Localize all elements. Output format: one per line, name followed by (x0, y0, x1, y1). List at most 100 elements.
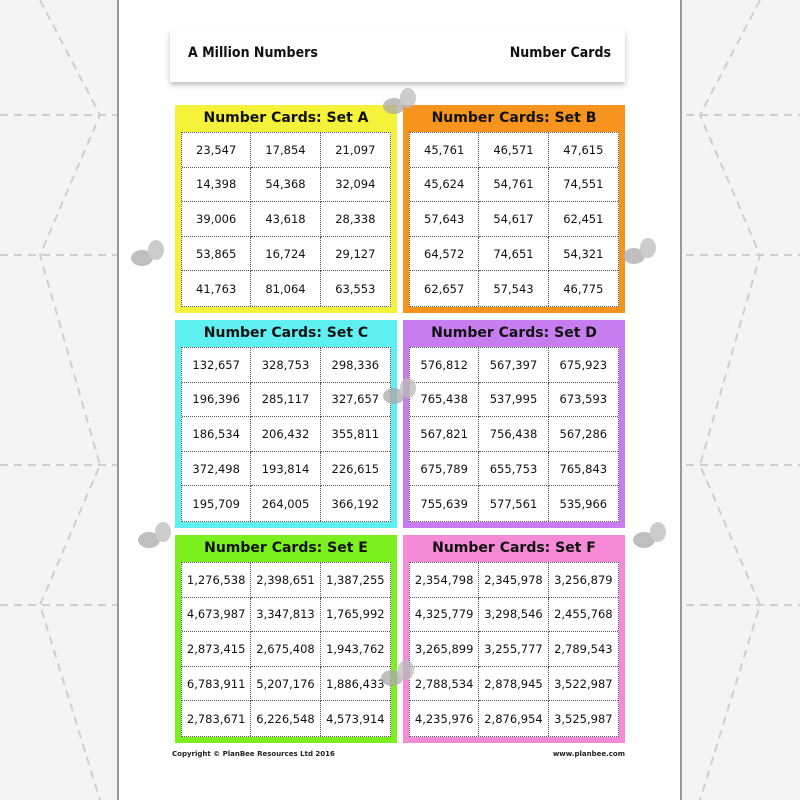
number-card-grid: 576,812 567,397 675,923 765,438 537,995 673,5… (409, 347, 619, 522)
number-card: 206,432 (251, 417, 321, 452)
number-card: 28,338 (320, 202, 390, 237)
number-card: 54,617 (479, 202, 549, 237)
number-card: 3,525,987 (554, 711, 613, 726)
number-card: 2,789,543 (548, 632, 618, 667)
number-card: 186,534 (182, 417, 252, 452)
number-card: 196,396 (182, 382, 252, 418)
number-card: 1,943,762 (320, 632, 390, 667)
number-card: 765,843 (548, 452, 618, 487)
number-card: 4,235,976 (410, 701, 480, 736)
number-card: 372,498 (182, 451, 252, 487)
number-card: 2,876,954 (479, 701, 549, 736)
number-card: 54,321 (548, 237, 618, 272)
number-card: 41,763 (182, 271, 252, 306)
number-card: 57,543 (479, 271, 549, 306)
number-card: 64,572 (410, 236, 480, 272)
copyright-text: Copyright © PlanBee Resources Ltd 2016 (172, 750, 335, 758)
number-card: 4,673,987 (182, 597, 252, 633)
bee-icon (383, 88, 416, 114)
number-card: 45,624 (410, 167, 480, 203)
number-card: 2,873,415 (182, 632, 252, 667)
number-card: 53,865 (182, 236, 252, 272)
number-card: 1,886,433 (320, 667, 390, 702)
number-card: 45,761 (410, 133, 480, 168)
number-card: 74,551 (548, 168, 618, 203)
number-card: 3,256,879 (548, 563, 618, 598)
number-card-grid: 2,354,798 2,345,978 3,256,879 4,325,779 3,29… (409, 562, 619, 737)
number-card: 1,276,538 (182, 563, 252, 598)
number-card-set-f: Number Cards: Set F 2,354,798 2,345,978 3,2… (403, 535, 625, 743)
number-card: 16,724 (251, 236, 321, 272)
set-title: Number Cards: Set B (431, 110, 597, 126)
number-card-grid: 23,547 17,854 21,097 14,398 54,368 32,094 39,0… (181, 132, 391, 307)
number-card: 32,094 (320, 168, 390, 203)
worksheet-title: A Million Numbers (188, 45, 318, 61)
number-card: 2,345,978 (479, 563, 549, 598)
number-card: 567,286 (548, 417, 618, 452)
number-card: 4,573,914 (326, 711, 385, 726)
number-card: 576,812 (410, 348, 480, 383)
number-card: 264,005 (251, 486, 321, 521)
number-card-set-b: Number Cards: Set B 45,761 46,571 47,615 45,… (403, 105, 625, 313)
worksheet-subtitle: Number Cards (509, 45, 611, 61)
number-card: 3,347,813 (251, 597, 321, 633)
number-card: 755,639 (410, 486, 480, 521)
number-card: 2,878,945 (479, 666, 549, 702)
number-card: 675,923 (548, 348, 618, 383)
number-card: 328,753 (251, 348, 321, 383)
set-title: Number Cards: Set D (431, 325, 597, 341)
number-card: 567,397 (479, 348, 549, 383)
number-card: 1,765,992 (320, 598, 390, 633)
number-card: 2,354,798 (410, 563, 480, 598)
number-card: 62,657 (410, 271, 480, 306)
number-card: 4,325,779 (410, 597, 480, 633)
number-card: 46,571 (479, 133, 549, 168)
set-title: Number Cards: Set A (203, 110, 369, 126)
number-card: 39,006 (182, 202, 252, 237)
number-card: 5,207,176 (251, 666, 321, 702)
number-card: 327,657 (320, 383, 390, 418)
number-card: 54,761 (479, 167, 549, 203)
number-card: 655,753 (479, 451, 549, 487)
number-card: 74,651 (479, 236, 549, 272)
set-title: Number Cards: Set F (432, 540, 596, 556)
number-card-grid: 45,761 46,571 47,615 45,624 54,761 74,551 57,6… (409, 132, 619, 307)
number-card: 3,265,899 (410, 632, 480, 667)
number-card-set-c: Number Cards: Set C 132,657 328,753 298,336… (175, 320, 397, 528)
number-card-grid: 132,657 328,753 298,336 196,396 285,117 327,6… (181, 347, 391, 522)
number-card: 366,192 (331, 496, 380, 511)
number-card: 673,593 (548, 383, 618, 418)
number-card: 3,298,546 (479, 597, 549, 633)
number-card: 577,561 (479, 486, 549, 521)
number-card: 675,789 (410, 451, 480, 487)
number-card: 193,814 (251, 451, 321, 487)
number-card: 2,788,534 (410, 666, 480, 702)
number-card: 765,438 (410, 382, 480, 418)
number-card: 57,643 (410, 202, 480, 237)
number-card-grid: 1,276,538 2,398,651 1,387,255 4,673,987 3,34… (181, 562, 391, 737)
number-card: 14,398 (182, 167, 252, 203)
number-card: 54,368 (251, 167, 321, 203)
page-header: A Million Numbers Number Cards (170, 30, 625, 82)
number-card: 3,522,987 (548, 667, 618, 702)
number-card: 537,995 (479, 382, 549, 418)
number-card: 2,675,408 (251, 632, 321, 667)
number-card: 62,451 (548, 202, 618, 237)
number-card: 195,709 (182, 486, 252, 521)
number-card: 298,336 (320, 348, 390, 383)
number-card: 6,783,911 (182, 666, 252, 702)
number-card: 21,097 (320, 133, 390, 168)
number-card: 2,783,671 (182, 701, 252, 736)
bee-icon (131, 240, 164, 266)
number-card: 132,657 (182, 348, 252, 383)
number-card: 63,553 (335, 281, 376, 296)
number-card: 2,455,768 (548, 598, 618, 633)
number-card: 756,438 (479, 417, 549, 452)
bee-icon (623, 238, 656, 264)
number-card: 29,127 (320, 237, 390, 272)
number-card: 6,226,548 (251, 701, 321, 736)
number-card: 1,387,255 (320, 563, 390, 598)
website-text: www.planbee.com (552, 750, 625, 758)
number-card: 226,615 (320, 452, 390, 487)
number-card: 2,398,651 (251, 563, 321, 598)
